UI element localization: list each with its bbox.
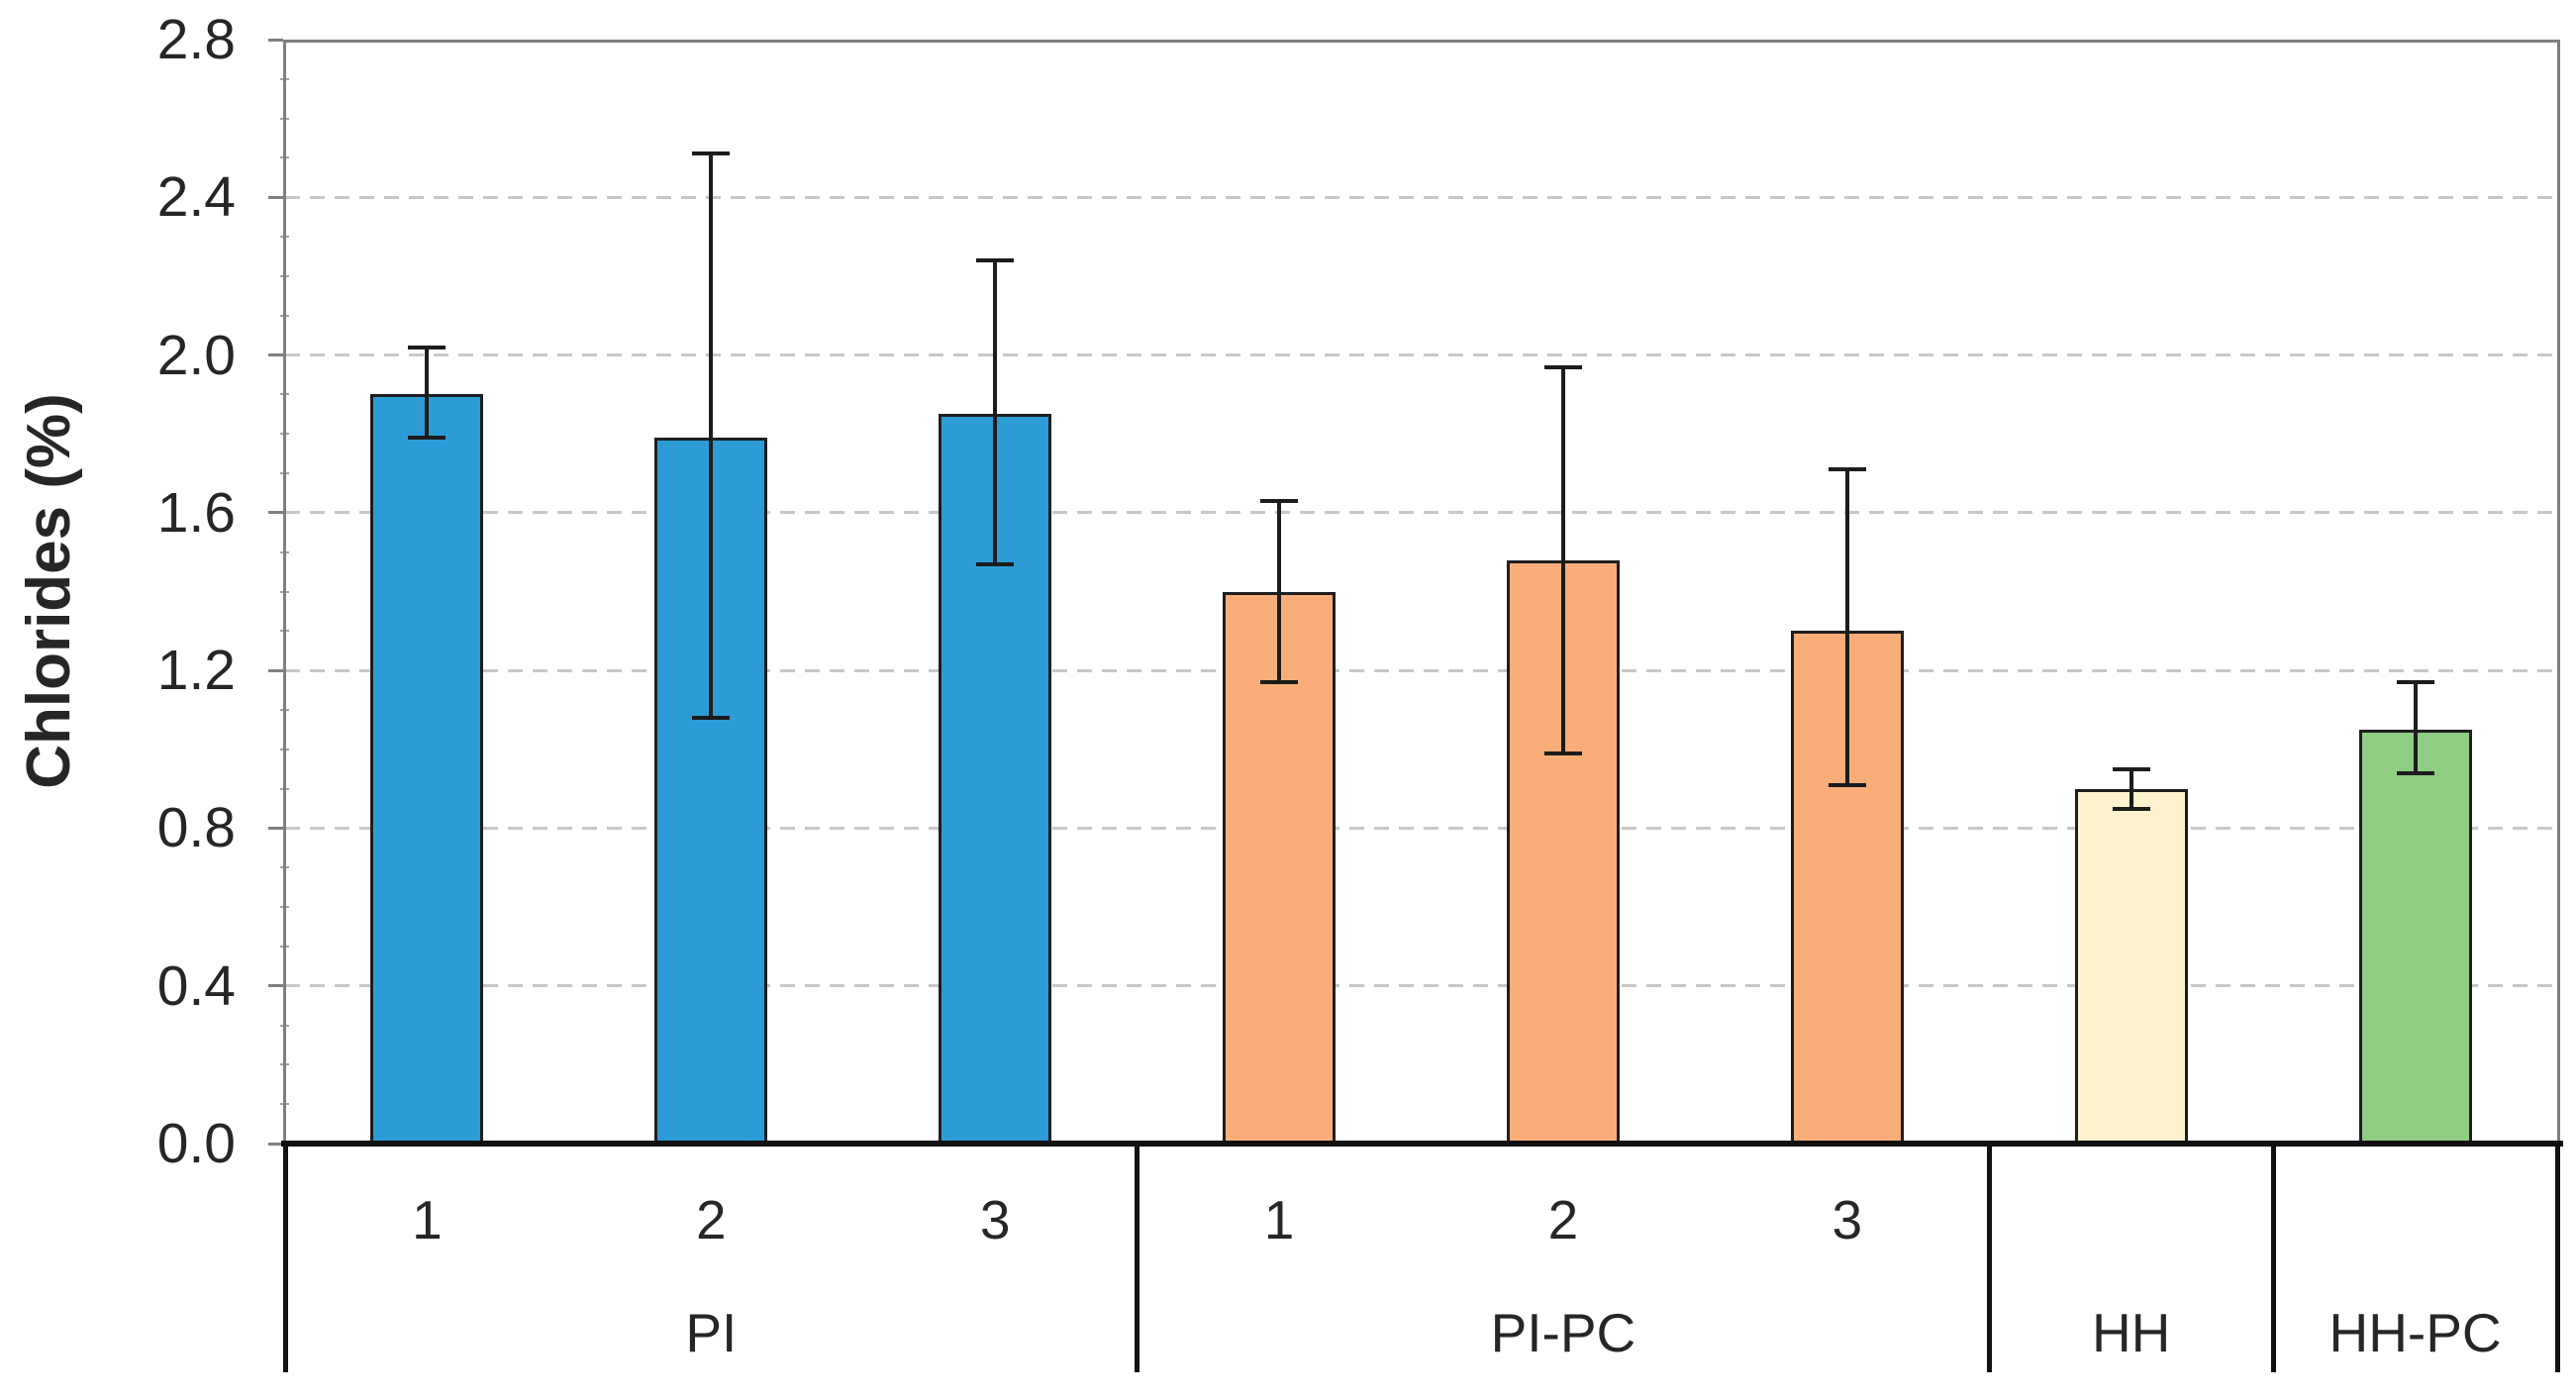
error-bar-line [2129,768,2133,809]
error-bar-cap-bottom [408,436,446,441]
y-axis-major-tick [268,826,283,830]
gridline [285,984,2557,988]
error-bar-cap-bottom [1828,782,1866,787]
error-bar-cap-top [2112,766,2150,771]
x-sublabel: 3 [979,1189,1011,1250]
error-bar-cap-bottom [2396,770,2434,775]
x-sublabel: 1 [412,1189,443,1250]
error-bar-line [1560,366,1565,753]
group-label: PI [685,1302,738,1363]
y-axis-major-tick [268,195,283,199]
y-tick-label: 2.0 [156,323,236,387]
group-label: HH-PC [2328,1302,2502,1363]
y-tick-label: 0.4 [156,953,236,1018]
error-bar-line [1277,500,1282,683]
bar [1790,631,1904,1144]
error-bar-cap-bottom [692,715,731,720]
error-bar-cap-top [692,151,731,156]
y-tick-label: 0.0 [156,1112,236,1175]
x-sublabel: 2 [696,1189,727,1250]
error-bar-line [2413,682,2418,773]
error-bar-cap-top [976,258,1015,262]
y-axis-major-tick [268,38,283,42]
y-axis-major-tick [268,353,283,357]
gridline [285,668,2557,672]
y-tick-label: 2.4 [156,165,236,230]
y-tick-label: 2.8 [156,8,236,71]
x-sublabel: 3 [1832,1189,1863,1250]
plot-frame [283,40,2560,1144]
error-bar-line [1844,469,1849,785]
error-bar-line [709,153,714,718]
x-sublabel: 1 [1263,1189,1295,1250]
error-bar-line [993,260,998,564]
y-axis-major-tick [268,511,283,515]
error-bar-line [425,347,430,439]
error-bar-cap-top [1543,364,1582,369]
error-bar-cap-bottom [1543,750,1582,755]
x-axis-baseline [281,1141,2563,1147]
y-tick-label: 1.2 [156,639,236,703]
group-label: HH [2091,1302,2171,1363]
gridline [285,511,2557,515]
gridline [285,353,2557,357]
x-sublabel: 2 [1547,1189,1579,1250]
category-divider [282,1144,288,1372]
error-bar-cap-top [408,345,446,350]
category-divider [2554,1144,2560,1372]
bar [2074,788,2188,1144]
bar [2358,729,2472,1144]
bar [370,394,484,1144]
gridline [285,195,2557,199]
gridline [285,826,2557,830]
y-tick-label: 0.8 [156,796,236,860]
category-divider [2270,1144,2276,1372]
y-tick-label: 1.6 [156,480,236,545]
error-bar-cap-top [1260,498,1299,503]
error-bar-cap-bottom [976,561,1015,566]
error-bar-cap-bottom [1260,680,1299,685]
category-divider [1986,1144,1992,1372]
error-bar-cap-top [2396,680,2434,685]
y-axis-major-tick [268,984,283,988]
error-bar-cap-bottom [2112,806,2150,811]
group-label: PI-PC [1490,1302,1636,1363]
y-axis-major-tick [268,668,283,672]
category-divider [1135,1144,1140,1372]
y-axis-major-tick [268,1142,283,1146]
error-bar-cap-top [1828,467,1866,472]
